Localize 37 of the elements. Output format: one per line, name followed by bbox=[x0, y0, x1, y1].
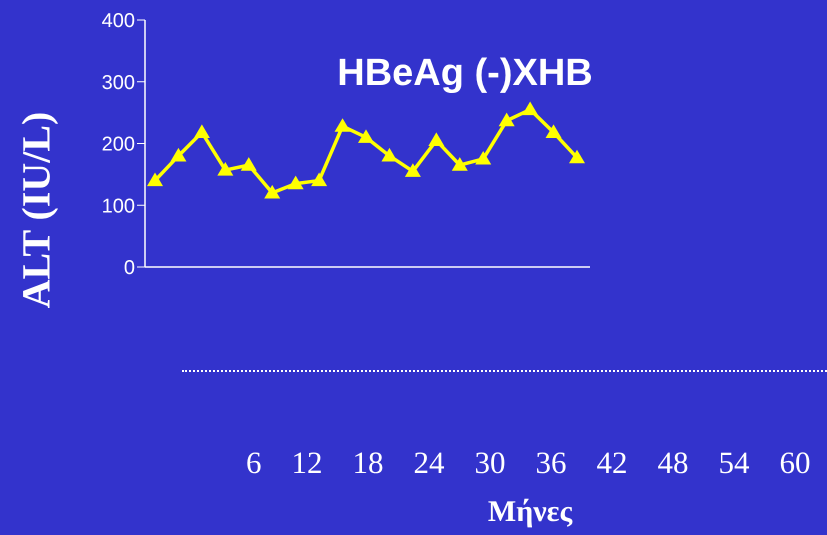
point bbox=[522, 102, 538, 116]
point bbox=[381, 148, 398, 162]
text: 18 bbox=[352, 445, 384, 481]
point bbox=[264, 184, 280, 198]
text: 24 bbox=[414, 445, 444, 481]
point bbox=[546, 124, 562, 138]
point bbox=[569, 150, 585, 164]
point bbox=[311, 172, 328, 186]
point bbox=[452, 157, 468, 171]
point bbox=[498, 112, 515, 126]
text: 60 bbox=[780, 445, 810, 481]
point bbox=[170, 148, 186, 162]
text: Μήνες bbox=[486, 495, 574, 529]
y-axis-title: ALT (IU/L) bbox=[12, 112, 60, 308]
y-tick-label: 300 bbox=[102, 72, 135, 94]
text: 6 bbox=[246, 445, 262, 481]
point bbox=[288, 176, 304, 190]
text: 36 bbox=[536, 445, 566, 481]
point bbox=[428, 132, 444, 146]
y-tick-label: 100 bbox=[102, 195, 135, 218]
y-tick-label: 200 bbox=[102, 134, 135, 156]
y-tick-label: 400 bbox=[102, 10, 135, 32]
point bbox=[334, 118, 351, 132]
text: 54 bbox=[718, 445, 750, 481]
point bbox=[147, 172, 163, 186]
point bbox=[358, 129, 374, 143]
text: 30 bbox=[474, 445, 506, 481]
point bbox=[240, 157, 257, 171]
point bbox=[475, 150, 492, 165]
text: HBeAg (-)XHB bbox=[336, 52, 594, 95]
y-tick-label: 0 bbox=[124, 257, 135, 280]
text: 42 bbox=[596, 445, 628, 481]
point bbox=[404, 163, 421, 177]
text: 12 bbox=[292, 445, 322, 481]
point bbox=[194, 124, 210, 138]
point bbox=[217, 162, 234, 176]
text: 48 bbox=[658, 445, 688, 481]
